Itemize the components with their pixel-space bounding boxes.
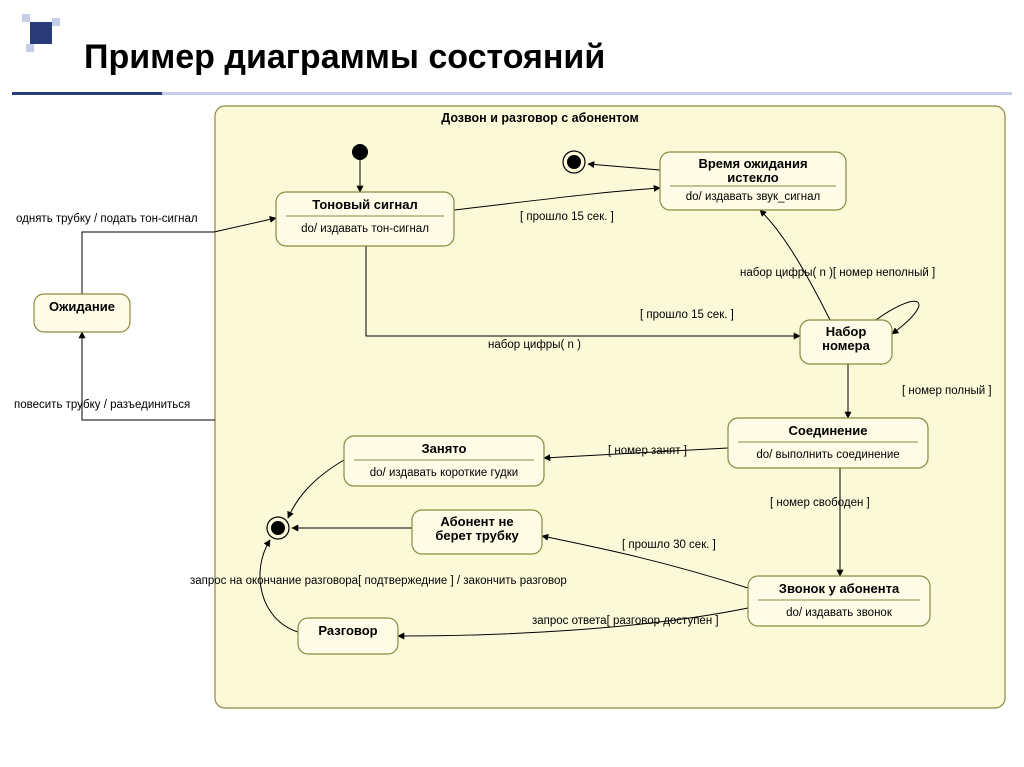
svg-text:запрос на окончание разговора[: запрос на окончание разговора[ подтверже… (190, 575, 567, 587)
state-talk: Разговор (298, 618, 398, 654)
svg-text:[ прошло 15 сек. ]: [ прошло 15 сек. ] (640, 309, 734, 321)
svg-text:Тоновый сигнал: Тоновый сигнал (312, 197, 418, 212)
state-diagram: Дозвон и разговор с абонентом [ прошло 15… (0, 0, 1024, 767)
svg-text:однять трубку / подать тон-сиг: однять трубку / подать тон-сигнал (16, 213, 198, 225)
svg-text:запрос ответа[ разговор доступ: запрос ответа[ разговор доступен ] (532, 615, 719, 627)
svg-text:Звонок у абонента: Звонок у абонента (779, 581, 900, 596)
svg-text:Ожидание: Ожидание (49, 299, 115, 314)
svg-text:[ прошло 15 сек. ]: [ прошло 15 сек. ] (520, 211, 614, 223)
svg-text:Занято: Занято (422, 441, 467, 456)
svg-text:[ прошло 30 сек. ]: [ прошло 30 сек. ] (622, 539, 716, 551)
state-busy: Занято do/ издавать короткие гудки (344, 436, 544, 486)
svg-text:do/ выполнить соединение: do/ выполнить соединение (756, 449, 899, 461)
state-timeout: Время ожиданияистекло do/ издавать звук_с… (660, 152, 846, 210)
svg-text:повесить трубку / разъединитьс: повесить трубку / разъединиться (14, 399, 190, 411)
svg-text:Разговор: Разговор (318, 623, 377, 638)
state-connect: Соединение do/ выполнить соединение (728, 418, 928, 468)
svg-text:[ номер полный ]: [ номер полный ] (902, 385, 992, 397)
svg-text:номера: номера (822, 338, 870, 353)
state-dial: Наборномера (800, 320, 892, 364)
svg-text:do/ издавать звук_сигнал: do/ издавать звук_сигнал (686, 191, 820, 203)
svg-text:do/ издавать тон-сигнал: do/ издавать тон-сигнал (301, 223, 429, 235)
svg-text:набор цифры( n ): набор цифры( n ) (488, 339, 581, 351)
svg-text:берет трубку: берет трубку (435, 528, 519, 543)
svg-text:Время ожидания: Время ожидания (698, 156, 807, 171)
svg-text:[ номер свободен ]: [ номер свободен ] (770, 497, 870, 509)
svg-text:Соединение: Соединение (789, 423, 868, 438)
initial-state (352, 144, 368, 160)
state-tone: Тоновый сигнал do/ издавать тон-сигнал (276, 192, 454, 246)
state-ringing: Звонок у абонента do/ издавать звонок (748, 576, 930, 626)
slide: Пример диаграммы состояний Дозвон и разг… (0, 0, 1024, 767)
svg-text:истекло: истекло (727, 170, 779, 185)
svg-text:набор цифры( n )[ номер неполн: набор цифры( n )[ номер неполный ] (740, 267, 935, 279)
svg-text:Набор: Набор (826, 324, 867, 339)
svg-text:Абонент не: Абонент не (440, 514, 513, 529)
state-noanswer: Абонент неберет трубку (412, 510, 542, 554)
svg-text:[ номер занят ]: [ номер занят ] (608, 445, 687, 457)
svg-text:do/ издавать короткие гудки: do/ издавать короткие гудки (370, 467, 518, 479)
svg-text:do/ издавать звонок: do/ издавать звонок (786, 607, 893, 619)
state-waiting: Ожидание (34, 294, 130, 332)
svg-text:Дозвон и разговор с абонентом: Дозвон и разговор с абонентом (441, 111, 638, 125)
